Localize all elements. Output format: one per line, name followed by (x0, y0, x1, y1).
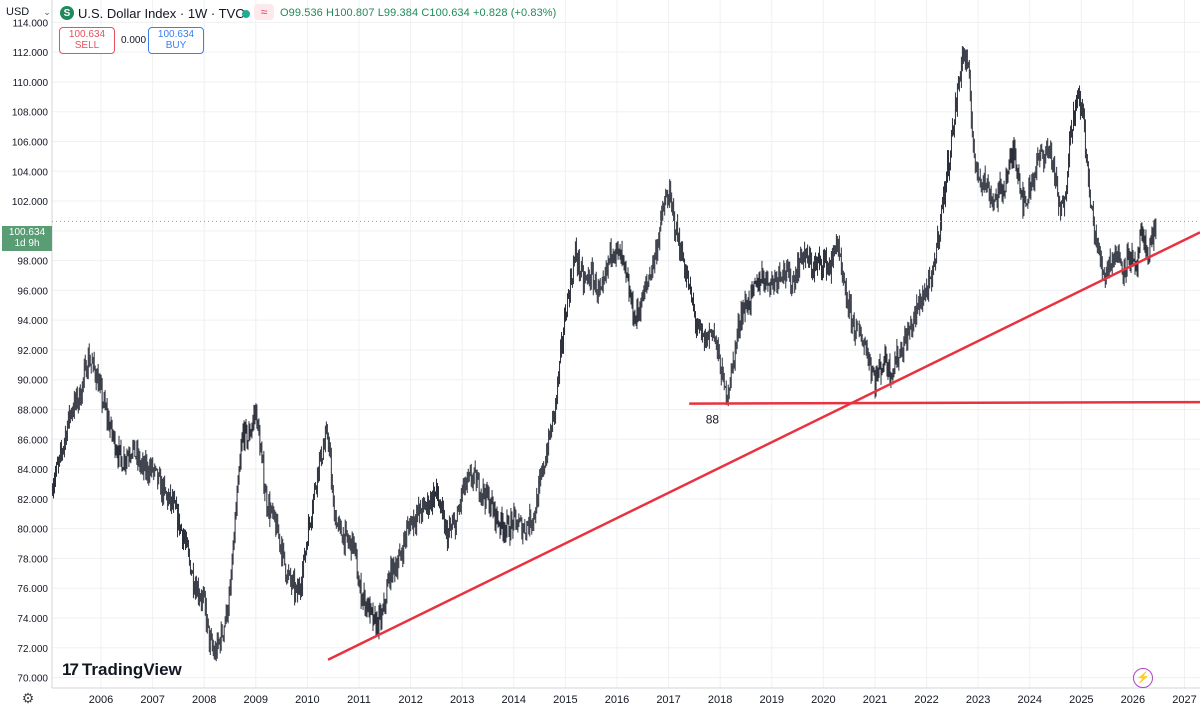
x-tick-label: 2007 (140, 694, 164, 706)
x-tick-label: 2018 (708, 694, 732, 706)
chevron-down-icon: ⌄ (43, 6, 51, 17)
y-tick-label: 70.000 (17, 674, 48, 685)
market-status-icon (242, 10, 250, 18)
horizontal-support-line (689, 400, 1200, 405)
x-tick-label: 2022 (914, 694, 938, 706)
x-tick-label: 2008 (192, 694, 216, 706)
last-price-tag: 100.634 1d 9h (2, 226, 52, 251)
bar-countdown: 1d 9h (14, 238, 40, 249)
symbol-icon: S (60, 6, 74, 20)
support-level-label: 88 (706, 413, 720, 427)
x-tick-label: 2023 (966, 694, 990, 706)
ohlc-readout: O99.536 H100.807 L99.384 C100.634 +0.828… (280, 7, 557, 19)
x-tick-label: 2025 (1069, 694, 1093, 706)
y-tick-label: 92.000 (17, 346, 48, 357)
y-tick-label: 94.000 (17, 316, 48, 327)
y-tick-label: 108.000 (12, 108, 49, 119)
y-tick-label: 106.000 (12, 137, 49, 148)
last-price-value: 100.634 (8, 227, 46, 238)
pulse-icon[interactable]: ≈ (254, 4, 274, 20)
y-tick-label: 96.000 (17, 286, 48, 297)
x-tick-label: 2009 (244, 694, 268, 706)
buy-price: 100.634 (157, 29, 195, 40)
y-tick-label: 98.000 (17, 257, 48, 268)
y-tick-label: 88.000 (17, 406, 48, 417)
y-tick-label: 84.000 (17, 465, 48, 476)
y-tick-label: 76.000 (17, 584, 48, 595)
sell-price: 100.634 (68, 29, 106, 40)
flash-icon[interactable]: ⚡ (1133, 668, 1153, 688)
x-tick-label: 2016 (605, 694, 629, 706)
gear-icon[interactable]: ⚙ (21, 690, 35, 706)
x-tick-label: 2021 (863, 694, 887, 706)
y-tick-label: 72.000 (17, 644, 48, 655)
currency-label: USD (6, 6, 30, 18)
x-tick-label: 2026 (1121, 694, 1145, 706)
buy-label: BUY (165, 40, 187, 51)
y-tick-label: 104.000 (12, 167, 49, 178)
y-tick-label: 82.000 (17, 495, 48, 506)
x-tick-label: 2020 (811, 694, 835, 706)
y-tick-label: 86.000 (17, 435, 48, 446)
y-tick-label: 102.000 (12, 197, 49, 208)
x-tick-label: 2027 (1172, 694, 1196, 706)
sell-label: SELL (74, 40, 100, 51)
y-tick-label: 90.000 (17, 376, 48, 387)
symbol-title[interactable]: U.S. Dollar Index · 1W · TVC (78, 6, 245, 21)
support-trendline (327, 231, 1200, 661)
spread-value: 0.000 (121, 35, 147, 46)
x-tick-label: 2010 (295, 694, 319, 706)
tradingview-mark-icon: 17 (62, 660, 79, 679)
y-tick-label: 112.000 (13, 48, 49, 59)
x-tick-label: 2019 (760, 694, 784, 706)
x-tick-label: 2024 (1017, 694, 1041, 706)
x-tick-label: 2014 (502, 694, 526, 706)
y-tick-label: 114.000 (13, 18, 49, 29)
y-tick-label: 80.000 (17, 525, 48, 536)
tradingview-wordmark: TradingView (81, 660, 182, 679)
y-tick-label: 110.000 (13, 78, 49, 89)
buy-button[interactable]: 100.634 BUY (148, 27, 204, 54)
x-tick-label: 2013 (450, 694, 474, 706)
x-tick-label: 2017 (656, 694, 680, 706)
x-tick-label: 2012 (398, 694, 422, 706)
x-tick-label: 2006 (89, 694, 113, 706)
tradingview-logo[interactable]: 17 TradingView (62, 660, 182, 680)
x-tick-label: 2011 (347, 694, 371, 706)
y-tick-label: 78.000 (17, 554, 48, 565)
currency-selector[interactable]: USD ⌄ (6, 6, 51, 18)
sell-button[interactable]: 100.634 SELL (59, 27, 115, 54)
x-tick-label: 2015 (553, 694, 577, 706)
y-tick-label: 74.000 (17, 614, 48, 625)
